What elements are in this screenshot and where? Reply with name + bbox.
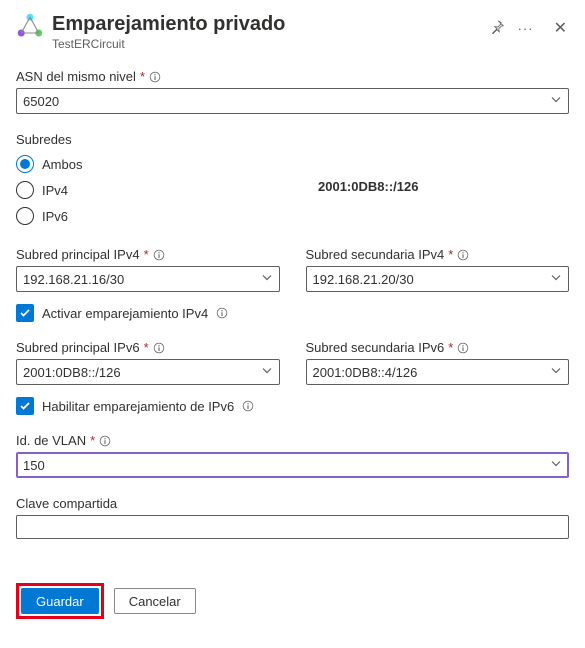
required-marker: * <box>448 247 453 262</box>
private-peering-panel: Emparejamiento privado TestERCircuit ···… <box>0 0 585 635</box>
radio-circle <box>16 207 34 225</box>
chevron-down-icon <box>550 365 562 380</box>
asn-label: ASN del mismo nivel * <box>16 69 569 84</box>
ipv6-primary-select[interactable]: 2001:0DB8::/126 <box>16 359 280 385</box>
subnets-radio-group: Ambos IPv4 IPv6 2001:0DB8::/126 <box>16 151 569 229</box>
more-icon[interactable]: ··· <box>516 19 536 38</box>
floating-subnet-text: 2001:0DB8::/126 <box>318 179 418 194</box>
info-icon[interactable] <box>242 400 254 412</box>
shared-key-input[interactable] <box>16 515 569 539</box>
ipv4-primary-select[interactable]: 192.168.21.16/30 <box>16 266 280 292</box>
ipv4-secondary-label: Subred secundaria IPv4 * <box>306 247 570 262</box>
subnets-label: Subredes <box>16 132 569 147</box>
cancel-button[interactable]: Cancelar <box>114 588 196 614</box>
save-button[interactable]: Guardar <box>21 588 99 614</box>
info-icon[interactable] <box>99 435 111 447</box>
ipv4-secondary-label-text: Subred secundaria IPv4 <box>306 247 445 262</box>
ipv4-primary-label-text: Subred principal IPv4 <box>16 247 140 262</box>
info-icon[interactable] <box>153 342 165 354</box>
ipv6-secondary-label-text: Subred secundaria IPv6 <box>306 340 445 355</box>
ipv6-enable-row[interactable]: Habilitar emparejamiento de IPv6 <box>16 397 569 415</box>
panel-subtitle: TestERCircuit <box>52 37 488 51</box>
vlan-select[interactable]: 150 <box>16 452 569 478</box>
ipv4-secondary-select[interactable]: 192.168.21.20/30 <box>306 266 570 292</box>
radio-circle <box>16 155 34 173</box>
ipv4-enable-row[interactable]: Activar emparejamiento IPv4 <box>16 304 569 322</box>
header-actions: ··· ✕ <box>488 16 569 40</box>
info-icon[interactable] <box>216 307 228 319</box>
info-icon[interactable] <box>457 249 469 261</box>
required-marker: * <box>90 433 95 448</box>
ipv6-primary-label-text: Subred principal IPv6 <box>16 340 140 355</box>
radio-ipv4-label: IPv4 <box>42 183 68 198</box>
radio-ipv6-label: IPv6 <box>42 209 68 224</box>
asn-select[interactable]: 65020 <box>16 88 569 114</box>
chevron-down-icon <box>261 365 273 380</box>
chevron-down-icon <box>261 272 273 287</box>
chevron-down-icon <box>550 94 562 109</box>
ipv4-enable-label: Activar emparejamiento IPv4 <box>42 306 208 321</box>
required-marker: * <box>144 340 149 355</box>
vlan-label: Id. de VLAN * <box>16 433 569 448</box>
ipv6-secondary-label: Subred secundaria IPv6 * <box>306 340 570 355</box>
radio-circle <box>16 181 34 199</box>
shared-key-label: Clave compartida <box>16 496 569 511</box>
checkbox-checked-icon <box>16 397 34 415</box>
panel-footer: Guardar Cancelar <box>16 583 569 619</box>
radio-ipv4[interactable]: IPv4 <box>16 177 569 203</box>
ipv6-primary-value: 2001:0DB8::/126 <box>23 365 121 380</box>
asn-label-text: ASN del mismo nivel <box>16 69 136 84</box>
required-marker: * <box>140 69 145 84</box>
panel-header: Emparejamiento privado TestERCircuit ···… <box>16 12 569 51</box>
checkbox-checked-icon <box>16 304 34 322</box>
info-icon[interactable] <box>153 249 165 261</box>
panel-title: Emparejamiento privado <box>52 12 488 36</box>
ipv4-primary-value: 192.168.21.16/30 <box>23 272 124 287</box>
ipv4-primary-label: Subred principal IPv4 * <box>16 247 280 262</box>
ipv4-secondary-value: 192.168.21.20/30 <box>313 272 414 287</box>
radio-ipv6[interactable]: IPv6 <box>16 203 569 229</box>
ipv6-primary-label: Subred principal IPv6 * <box>16 340 280 355</box>
required-marker: * <box>144 247 149 262</box>
ipv6-enable-label: Habilitar emparejamiento de IPv6 <box>42 399 234 414</box>
asn-value: 65020 <box>23 94 59 109</box>
peering-icon <box>16 12 44 40</box>
ipv6-secondary-select[interactable]: 2001:0DB8::4/126 <box>306 359 570 385</box>
chevron-down-icon <box>550 272 562 287</box>
info-icon[interactable] <box>457 342 469 354</box>
required-marker: * <box>448 340 453 355</box>
vlan-label-text: Id. de VLAN <box>16 433 86 448</box>
pin-icon[interactable] <box>488 18 506 39</box>
ipv6-secondary-value: 2001:0DB8::4/126 <box>313 365 418 380</box>
close-icon[interactable]: ✕ <box>552 16 569 40</box>
radio-both[interactable]: Ambos <box>16 151 569 177</box>
vlan-value: 150 <box>23 458 45 473</box>
radio-both-label: Ambos <box>42 157 82 172</box>
save-highlight: Guardar <box>16 583 104 619</box>
info-icon[interactable] <box>149 71 161 83</box>
chevron-down-icon <box>550 458 562 473</box>
header-text: Emparejamiento privado TestERCircuit <box>52 12 488 51</box>
